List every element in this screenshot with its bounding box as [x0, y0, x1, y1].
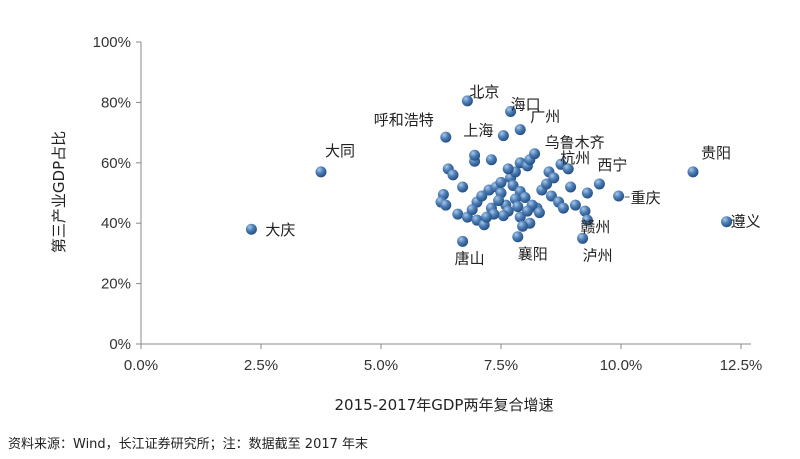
x-axis-title: 2015-2017年GDP两年复合增速 [335, 396, 554, 414]
data-point [548, 172, 560, 184]
point-label: 唐山 [455, 249, 485, 267]
data-point [457, 181, 469, 193]
data-point [533, 207, 545, 219]
x-tick-label: 5.0% [364, 357, 398, 374]
data-point [497, 130, 509, 142]
data-point [497, 210, 509, 222]
data-point [569, 199, 581, 211]
x-tick-label: 10.0% [600, 357, 643, 374]
y-tick-label: 60% [101, 155, 131, 172]
point-label: 遵义 [731, 213, 761, 231]
data-point [512, 201, 524, 213]
data-point [512, 231, 524, 243]
x-tick-label: 0.0% [124, 357, 158, 374]
data-point [545, 190, 557, 202]
data-point [577, 232, 589, 244]
point-label: 海口 [511, 95, 541, 113]
x-tick-label: 12.5% [720, 357, 763, 374]
x-tick-label: 7.5% [484, 357, 518, 374]
data-point [485, 154, 497, 166]
plot-axes [140, 42, 751, 345]
data-point [495, 176, 507, 188]
point-label: 襄阳 [518, 245, 548, 263]
data-point [517, 220, 529, 232]
point-label: 贵阳 [701, 144, 731, 162]
data-point [514, 211, 526, 223]
data-point [505, 105, 517, 117]
data-point [593, 178, 605, 190]
data-point [519, 192, 531, 204]
data-point [514, 124, 526, 136]
data-point [315, 166, 327, 178]
data-point [440, 199, 452, 211]
data-points [245, 95, 733, 247]
point-label: 北京 [469, 83, 499, 101]
data-point [481, 211, 493, 223]
y-tick-label: 80% [101, 94, 131, 111]
data-point [507, 179, 519, 191]
data-point [493, 195, 505, 207]
point-label: 乌鲁木齐 [545, 134, 605, 152]
data-point [521, 205, 533, 217]
point-label: 广州 [530, 108, 560, 126]
data-point [461, 95, 473, 107]
y-tick-label: 40% [101, 215, 131, 232]
data-point [687, 166, 699, 178]
point-label: 泸州 [583, 246, 613, 264]
data-point [557, 202, 569, 214]
point-label: 杭州 [560, 149, 590, 167]
point-label: 大庆 [265, 221, 295, 239]
data-point [469, 149, 481, 161]
data-point [529, 148, 541, 160]
data-point [466, 204, 478, 216]
data-point [245, 223, 257, 235]
data-point [565, 181, 577, 193]
x-tick-label: 2.5% [244, 357, 278, 374]
point-label: 赣州 [580, 218, 610, 236]
data-point [447, 169, 459, 181]
y-tick-label: 100% [93, 34, 131, 51]
data-point [562, 163, 574, 175]
y-tick-label: 20% [101, 276, 131, 293]
data-point [457, 235, 469, 247]
point-label: 大同 [325, 142, 355, 160]
point-label: 西宁 [597, 156, 627, 174]
point-label: 重庆 [631, 189, 661, 207]
data-point [579, 205, 591, 217]
tick-labels: 0% 20% 40% 60% 80% 100% 0.0% 2.5% 5.0% 7.5% 10.0% 1… [93, 34, 763, 374]
data-point [476, 190, 488, 202]
data-point [581, 187, 593, 199]
y-tick-label: 0% [109, 336, 131, 353]
data-point [502, 163, 514, 175]
leader-line [473, 96, 482, 100]
data-point [581, 214, 593, 226]
data-point [613, 190, 625, 202]
y-axis-title: 第三产业GDP占比 [50, 131, 68, 253]
data-point [440, 131, 452, 143]
data-point [541, 178, 553, 190]
data-point [721, 216, 733, 228]
data-point [452, 208, 464, 220]
source-note: 资料来源：Wind，长江证券研究所；注：数据截至 2017 年末 [8, 437, 369, 452]
point-label: 上海 [463, 122, 493, 140]
point-label: 呼和浩特 [374, 111, 434, 129]
